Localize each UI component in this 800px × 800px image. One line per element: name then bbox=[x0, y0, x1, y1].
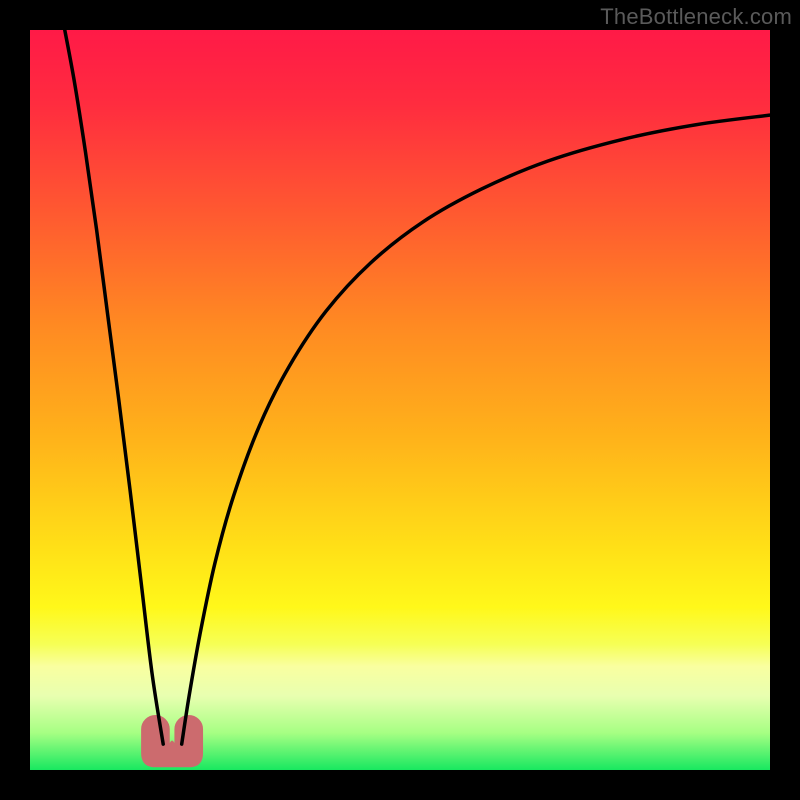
plot-area bbox=[30, 30, 770, 770]
attribution-text: TheBottleneck.com bbox=[600, 4, 792, 30]
curve-right-branch bbox=[182, 115, 770, 744]
curve-left-branch bbox=[65, 30, 163, 744]
valley-marker bbox=[142, 716, 202, 766]
figure-root: TheBottleneck.com bbox=[0, 0, 800, 800]
bottleneck-curve bbox=[30, 30, 770, 770]
